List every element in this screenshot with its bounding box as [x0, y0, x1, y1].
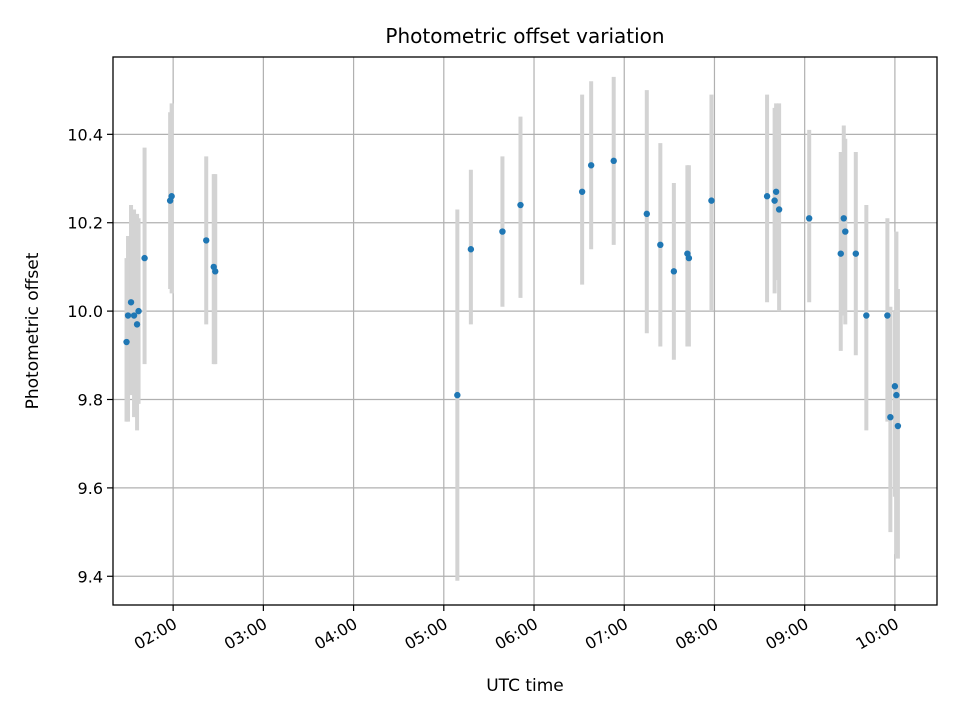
data-point — [842, 228, 849, 235]
y-tick-label: 10.4 — [67, 125, 103, 144]
data-point — [763, 193, 771, 200]
data-point — [517, 201, 524, 209]
data-point — [840, 215, 847, 222]
x-axis-label: UTC time — [486, 676, 564, 696]
data-point — [852, 250, 860, 257]
data-point — [771, 197, 778, 204]
chart-title: Photometric offset variation — [385, 24, 664, 48]
data-point — [135, 307, 142, 315]
data-point — [685, 254, 693, 262]
data-point — [863, 312, 870, 319]
data-point — [775, 206, 783, 213]
plot-frame — [112, 56, 938, 606]
data-point — [610, 157, 617, 165]
data-point — [837, 250, 844, 257]
data-point — [454, 391, 461, 399]
data-point — [578, 188, 586, 195]
data-point — [894, 422, 902, 430]
data-point — [203, 237, 210, 244]
data-point — [123, 338, 130, 346]
data-point — [884, 312, 891, 319]
data-point — [127, 299, 135, 306]
data-point — [130, 312, 138, 319]
y-tick-label: 9.4 — [78, 567, 103, 586]
y-tick-label: 9.8 — [78, 391, 103, 410]
data-point — [587, 162, 595, 169]
data-point — [499, 228, 506, 235]
data-point — [805, 215, 813, 222]
data-point — [772, 188, 780, 195]
data-point — [212, 268, 219, 275]
y-tick-label: 10.0 — [67, 302, 103, 321]
y-tick-label: 10.2 — [67, 214, 103, 233]
y-axis-label: Photometric offset — [23, 252, 43, 409]
data-point — [133, 321, 141, 328]
data-points — [123, 157, 902, 430]
data-point — [887, 413, 894, 421]
data-point — [657, 241, 664, 249]
data-point — [670, 268, 678, 275]
y-axis-ticks: 9.4 9.6 9.8 10.0 10.2 10.4 — [67, 125, 113, 586]
data-point — [708, 197, 715, 204]
grid — [113, 57, 937, 605]
data-point — [124, 312, 132, 319]
data-point — [643, 210, 650, 218]
data-point — [467, 246, 475, 253]
data-point — [141, 254, 148, 262]
data-point — [893, 391, 900, 399]
data-point — [168, 193, 175, 200]
y-tick-label: 9.6 — [78, 479, 103, 498]
data-point — [891, 383, 899, 390]
